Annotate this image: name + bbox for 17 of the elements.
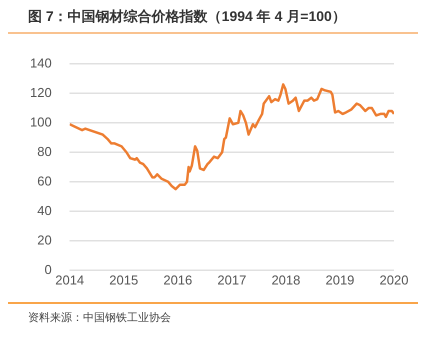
x-tick-label: 2018 bbox=[271, 272, 300, 288]
x-tick-label: 2016 bbox=[163, 272, 192, 288]
x-tick-label: 2017 bbox=[217, 272, 246, 288]
y-tick-label: 120 bbox=[30, 84, 52, 100]
y-tick-label: 80 bbox=[37, 144, 52, 159]
text: 资料来源：中国钢铁工业协会 bbox=[28, 311, 172, 325]
x-tick-label: 2015 bbox=[109, 272, 138, 288]
y-tick-label: 40 bbox=[37, 202, 52, 218]
y-tick-label: 100 bbox=[30, 114, 52, 130]
x-tick-label: 2014 bbox=[55, 272, 84, 288]
y-tick-label: 0 bbox=[44, 262, 52, 277]
chart-title: 图 7：中国钢材综合价格指数（1994 年 4 月=100） bbox=[8, 8, 418, 34]
x-tick-label: 2019 bbox=[325, 272, 354, 288]
y-tick-label: 20 bbox=[37, 232, 52, 248]
y-tick-label: 140 bbox=[30, 55, 52, 70]
x-tick-label: 2020 bbox=[380, 272, 408, 288]
y-tick-label: 60 bbox=[37, 173, 52, 188]
